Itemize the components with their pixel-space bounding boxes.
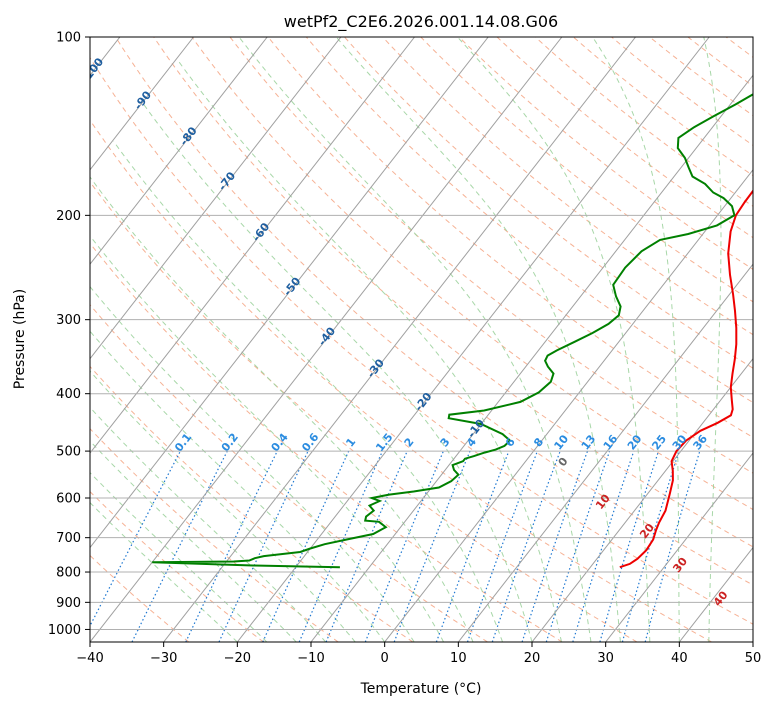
x-tick-label: 40 — [671, 651, 688, 666]
background-lines — [90, 37, 753, 642]
x-tick-label: 30 — [597, 651, 614, 666]
dry-adiabat — [420, 37, 753, 303]
x-tick-label: 50 — [745, 651, 762, 666]
mixing-ratio-line — [491, 450, 561, 642]
isotherm-line — [90, 37, 194, 171]
dry-adiabat — [90, 427, 339, 642]
dry-adiabat — [496, 37, 753, 239]
profile-line — [619, 189, 753, 569]
y-tick-label: 400 — [56, 387, 81, 402]
dry-adiabat — [458, 37, 753, 270]
series-layer — [152, 93, 753, 569]
dry-adiabat — [153, 37, 753, 548]
isotherm-line — [384, 168, 753, 642]
x-tick-label: −10 — [297, 651, 324, 666]
moist-adiabat — [703, 37, 722, 642]
moist-adiabat — [90, 330, 386, 642]
mixing-ratio-line — [521, 450, 589, 642]
moist-adiabat — [592, 37, 680, 642]
mixing-ratio-line — [621, 450, 680, 642]
mixing-ratio-line — [298, 450, 384, 642]
y-tick-label: 700 — [56, 531, 81, 546]
dry-adiabat — [534, 37, 753, 207]
dry-adiabat — [90, 181, 638, 642]
mixing-ratio-line — [599, 450, 660, 642]
mixing-ratio-line — [262, 450, 350, 642]
isotherm-line — [90, 37, 415, 454]
isotherm-line — [236, 37, 710, 642]
mixing-ratio-line — [185, 450, 278, 642]
isotherm-line — [605, 452, 753, 642]
moist-adiabat — [90, 471, 268, 642]
isotherm-line — [90, 37, 563, 642]
moist-adiabat — [90, 501, 238, 642]
moist-adiabat — [90, 370, 356, 642]
x-tick-label: 20 — [524, 651, 541, 666]
x-tick-label: −40 — [76, 651, 103, 666]
moist-adiabat — [90, 406, 327, 642]
mixing-ratio-line — [218, 450, 309, 642]
isotherm-line — [163, 37, 636, 642]
axes: −40 −30 −20 −10 0 10 20 30 40 50 1000 900 800 700 600 5… — [48, 31, 761, 667]
chart-title: wetPf2_C2E6.2026.001.14.08.G06 — [284, 12, 558, 32]
y-tick-label: 600 — [56, 492, 81, 507]
dry-adiabat — [90, 56, 753, 625]
isotherm-line — [90, 37, 268, 266]
x-tick-label: −20 — [224, 651, 251, 666]
isotherm-line — [90, 37, 342, 360]
y-tick-label: 300 — [56, 313, 81, 328]
isotherm-line — [310, 74, 753, 642]
dry-adiabat — [115, 37, 753, 586]
moist-adiabat — [90, 176, 474, 642]
y-tick-label: 900 — [56, 596, 81, 611]
y-axis-label: Pressure (hPa) — [12, 289, 28, 389]
moist-adiabat — [335, 37, 621, 642]
isotherm-line — [90, 37, 489, 549]
pressure-grid — [90, 37, 753, 630]
moist-adiabat — [457, 37, 651, 642]
profile-line — [152, 93, 753, 569]
isotherm-line — [531, 357, 753, 642]
y-tick-label: 200 — [56, 209, 81, 224]
plot-frame — [89, 36, 754, 643]
isotherm-line — [457, 263, 753, 642]
x-tick-label: −30 — [150, 651, 177, 666]
y-tick-label: 100 — [56, 31, 81, 46]
x-tick-label: 10 — [450, 651, 467, 666]
mixing-ratio-line — [644, 450, 701, 642]
y-tick-label: 1000 — [48, 623, 81, 638]
x-axis-label: Temperature (°C) — [360, 681, 482, 697]
y-tick-label: 800 — [56, 566, 81, 581]
dry-adiabat — [90, 303, 488, 642]
x-tick-label: 0 — [381, 651, 389, 666]
moist-adiabat — [238, 37, 592, 642]
dry-adiabat — [90, 242, 563, 642]
y-tick-label: 500 — [56, 445, 81, 460]
mixing-ratio-line — [572, 450, 635, 642]
mixing-ratio-line — [325, 450, 408, 642]
mixing-ratio-line — [466, 450, 538, 642]
